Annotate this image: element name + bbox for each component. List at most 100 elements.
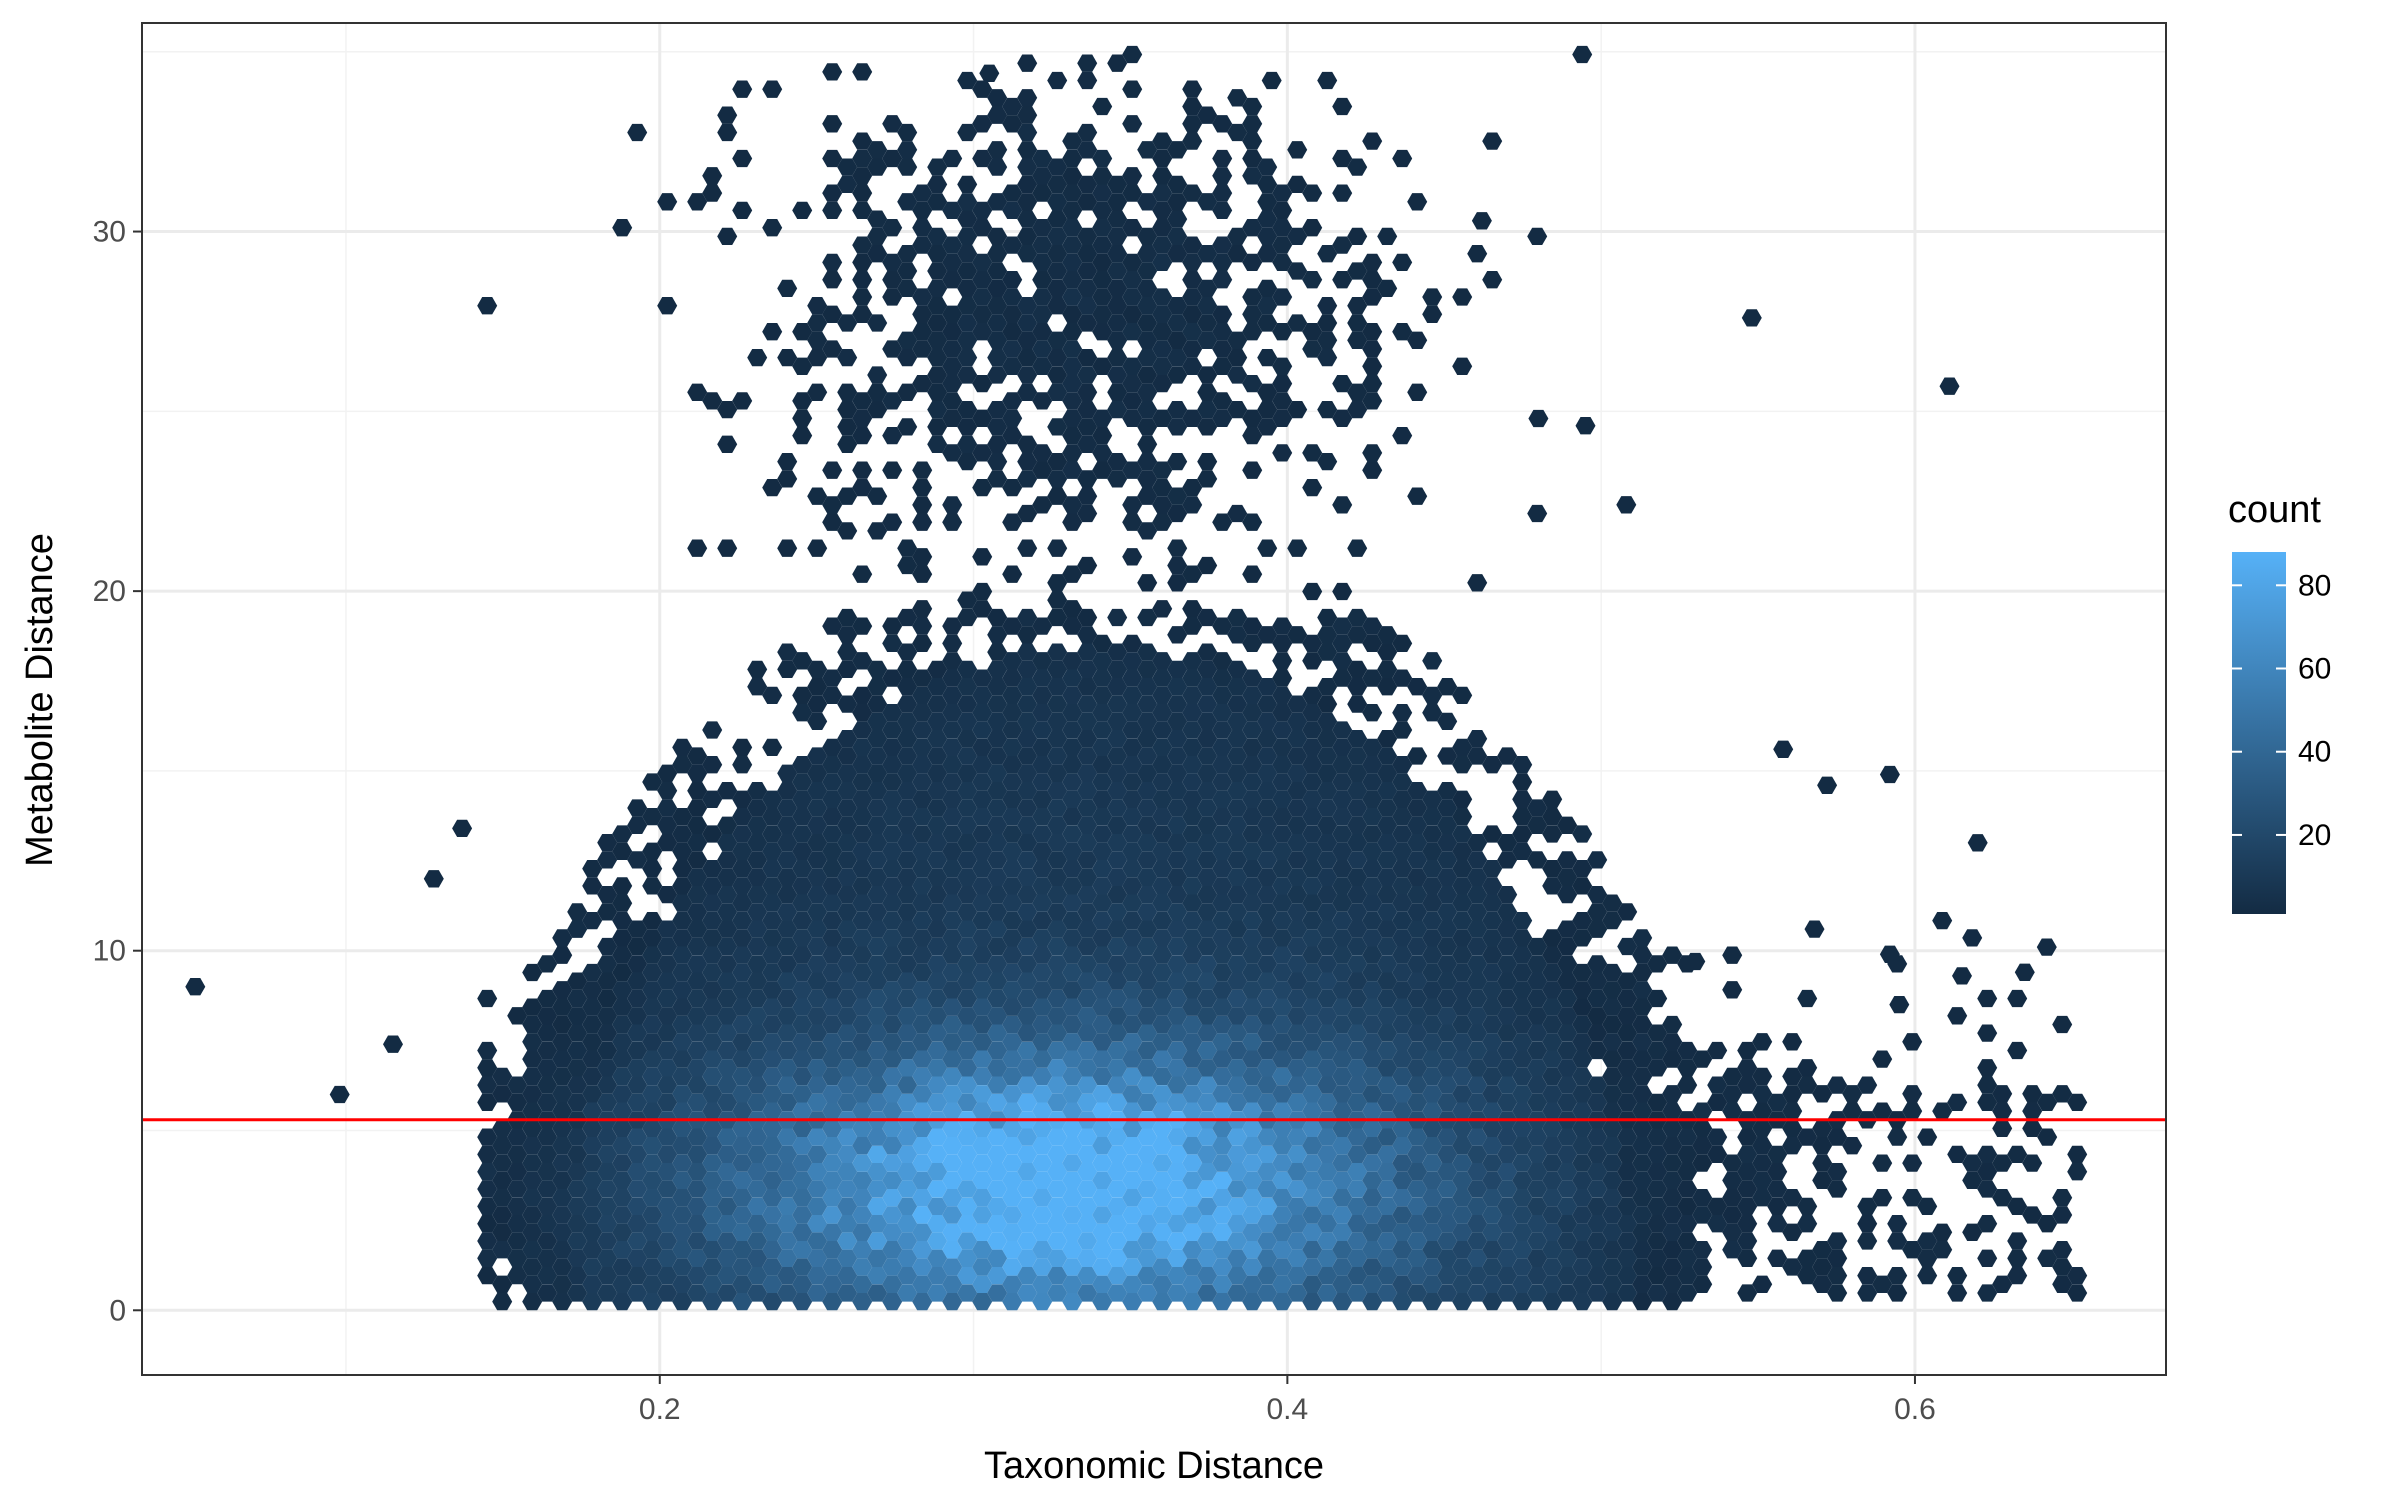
hex-bin-20 — [492, 1189, 513, 1207]
hex-bin-358 — [702, 1085, 723, 1103]
hex-bin-1514 — [1062, 1171, 1083, 1190]
hex-bin-2078 — [1197, 366, 1218, 384]
hex-bin-1688 — [1107, 1284, 1128, 1302]
hex-bin-246 — [642, 859, 663, 878]
hex-bin-239 — [642, 998, 663, 1016]
hex-bin-658 — [822, 998, 843, 1016]
hex-bin-241 — [642, 963, 663, 982]
hex-bin-336 — [687, 851, 708, 869]
hex-bin-1631 — [1077, 54, 1098, 72]
hex-bin-2642 — [1377, 972, 1398, 990]
hex-bin-1436 — [1032, 340, 1053, 358]
hex-bin-1703 — [1107, 1024, 1128, 1042]
hex-bin-162 — [597, 955, 618, 973]
hex-bin-397 — [717, 972, 738, 990]
hex-bin-2195 — [1242, 1171, 1263, 1190]
hex-bin-3184 — [1662, 1015, 1683, 1034]
hex-bin-2671 — [1392, 1154, 1413, 1172]
hex-bin-2007 — [1182, 756, 1203, 774]
x-tick-label-1: 0.4 — [1267, 1393, 1309, 1426]
hex-bin-99 — [567, 1284, 588, 1302]
hex-bin-884 — [882, 271, 903, 289]
hex-bin-2737 — [1407, 331, 1428, 349]
hex-bin-2612 — [1362, 617, 1383, 635]
hex-bin-3193 — [1677, 1163, 1698, 1181]
hex-bin-262 — [657, 1076, 678, 1094]
hex-bin-3130 — [1632, 1292, 1653, 1311]
hex-bin-299 — [672, 963, 693, 982]
hex-bin-3349 — [1977, 1024, 1998, 1042]
hex-bin-412 — [717, 123, 738, 142]
hex-bin-2835 — [1452, 807, 1473, 826]
hex-bin-3382 — [2067, 1163, 2088, 1181]
hex-bin-1734 — [1107, 314, 1128, 332]
hex-bin-1644 — [1092, 1085, 1113, 1103]
hex-bin-2907 — [1497, 1215, 1518, 1233]
hex-bin-1097 — [942, 323, 963, 341]
hex-bin-550 — [777, 660, 798, 679]
hex-bin-1041 — [927, 297, 948, 315]
hex-bin-2508 — [1332, 842, 1353, 860]
hex-bin-754 — [852, 998, 873, 1016]
hex-bin-376 — [702, 392, 723, 410]
hex-bin-2756 — [1422, 998, 1443, 1016]
hex-bin-140 — [582, 911, 603, 930]
hex-bin-221 — [627, 123, 648, 142]
hex-bin-3222 — [1722, 1171, 1743, 1190]
hex-bin-2011 — [1182, 686, 1203, 705]
hex-bin-2332 — [1272, 634, 1293, 653]
hex-bin-2021 — [1182, 340, 1203, 358]
hex-bin-2080 — [1197, 314, 1218, 332]
hex-bin-2677 — [1392, 1050, 1413, 1068]
hex-bin-1018 — [927, 903, 948, 921]
hex-bin-3005 — [1542, 946, 1563, 964]
hex-bin-689 — [837, 1284, 858, 1302]
hex-bin-2449 — [1317, 1041, 1338, 1060]
hex-bin-3244 — [1752, 1171, 1773, 1190]
hex-bin-3116 — [1617, 1163, 1638, 1181]
hex-bin-1608 — [1077, 626, 1098, 644]
hex-bin-3320 — [1902, 1085, 1923, 1103]
hex-bin-3127 — [1617, 972, 1638, 990]
hex-bin-2028 — [1182, 184, 1203, 202]
hex-bin-3072 — [1587, 1145, 1608, 1164]
hex-bin-2925 — [1497, 903, 1518, 921]
hex-bin-2106 — [1212, 946, 1233, 964]
hex-bin-1118 — [957, 1041, 978, 1060]
hex-bin-920 — [897, 747, 918, 765]
hex-bin-1697 — [1107, 1128, 1128, 1146]
hex-bin-2675 — [1392, 1085, 1413, 1103]
hex-bin-2318 — [1272, 877, 1293, 895]
hex-bin-1674 — [1092, 409, 1113, 427]
hex-bin-1098 — [942, 305, 963, 323]
hex-bin-1248 — [987, 712, 1008, 731]
hex-bin-2573 — [1347, 262, 1368, 280]
hex-bin-3197 — [1677, 1076, 1698, 1094]
hex-bin-1116 — [957, 1076, 978, 1094]
hex-bin-3084 — [1587, 903, 1608, 921]
hex-bin-2426 — [1302, 634, 1323, 653]
hex-bin-824 — [867, 730, 888, 748]
hex-bin-3336 — [1962, 1223, 1983, 1241]
hex-bin-2155 — [1227, 1024, 1248, 1042]
hex-bin-554 — [777, 452, 798, 471]
hex-bin-1577 — [1077, 1163, 1098, 1181]
hex-bin-2861 — [1467, 955, 1488, 973]
hex-bin-290 — [672, 1119, 693, 1138]
hex-bin-606 — [807, 1145, 828, 1164]
hex-bin-2165 — [1227, 851, 1248, 869]
hex-bin-1754 — [1122, 1119, 1143, 1138]
hex-bin-2574 — [1347, 227, 1368, 246]
hex-bin-2604 — [1362, 807, 1383, 826]
hex-bin-236 — [642, 1050, 663, 1068]
hex-bin-2593 — [1362, 998, 1383, 1016]
hex-bin-3048 — [1572, 1119, 1593, 1138]
hex-bin-2915 — [1497, 1076, 1518, 1094]
hex-bin-631 — [807, 695, 828, 713]
hex-bin-1455 — [1047, 1145, 1068, 1164]
hex-bin-555 — [777, 348, 798, 367]
hex-bin-2620 — [1362, 288, 1383, 306]
hex-bin-2726 — [1407, 885, 1428, 904]
hex-bin-3260 — [1782, 1258, 1803, 1276]
hex-bin-1750 — [1122, 1189, 1143, 1207]
